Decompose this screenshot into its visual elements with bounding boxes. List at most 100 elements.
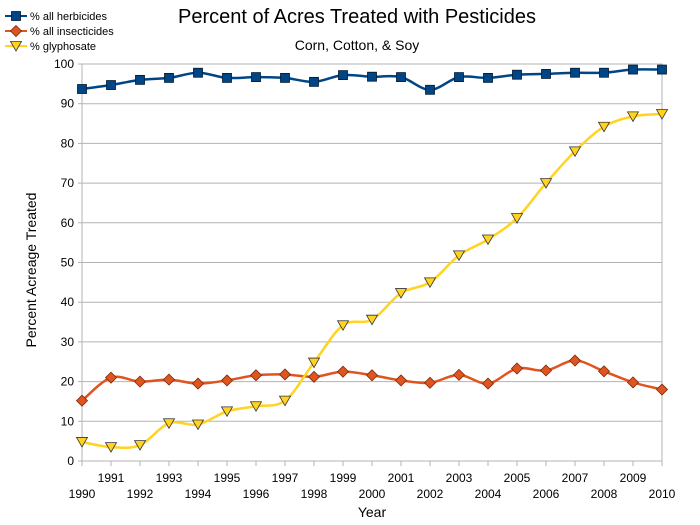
data-point-glyphosate xyxy=(307,357,321,369)
data-point-glyphosate xyxy=(423,277,437,289)
data-point-glyphosate xyxy=(510,213,524,224)
series-line-glyphosate xyxy=(81,112,663,450)
y-axis: 0 10 20 30 40 50 60 70 80 90 100 xyxy=(54,57,82,468)
data-point-all-insecticides xyxy=(597,365,611,378)
legend-marker xyxy=(9,24,23,38)
data-point-all-insecticides xyxy=(307,370,321,383)
x-tick-label: 1990 xyxy=(69,487,96,501)
x-tick-label: 1993 xyxy=(156,471,183,485)
legend-marker xyxy=(9,41,23,52)
x-tick-label: 1991 xyxy=(98,471,125,485)
data-point-all-insecticides xyxy=(481,377,495,390)
data-point-all-herbicides xyxy=(135,74,145,85)
data-point-all-insecticides xyxy=(394,374,408,387)
data-point-glyphosate xyxy=(104,442,118,453)
data-point-glyphosate xyxy=(365,314,379,326)
grid-lines xyxy=(82,63,662,462)
y-tick-label: 40 xyxy=(61,295,75,309)
data-point-all-insecticides xyxy=(249,369,263,382)
y-axis-label: Percent Acreage Treated xyxy=(23,193,39,348)
data-point-all-insecticides xyxy=(365,369,379,382)
legend: % all herbicides % all insecticides % glyp… xyxy=(5,11,114,53)
series-markers xyxy=(75,64,669,453)
x-tick-label: 1997 xyxy=(272,471,299,485)
x-tick-label: 2003 xyxy=(446,471,473,485)
data-point-all-insecticides xyxy=(655,383,669,396)
x-tick-label: 1996 xyxy=(243,487,270,501)
y-tick-label: 10 xyxy=(61,414,75,428)
data-point-all-insecticides xyxy=(278,368,292,381)
y-tick-label: 50 xyxy=(61,256,75,270)
data-point-all-herbicides xyxy=(570,67,580,78)
data-point-all-insecticides xyxy=(336,365,350,378)
data-point-all-herbicides xyxy=(251,72,261,83)
data-point-all-herbicides xyxy=(193,67,203,78)
x-tick-label: 2002 xyxy=(417,487,444,501)
data-point-glyphosate xyxy=(539,178,553,189)
data-point-all-herbicides xyxy=(77,84,87,94)
data-point-glyphosate xyxy=(133,440,147,451)
legend-label: % all insecticides xyxy=(30,26,114,38)
data-point-all-herbicides xyxy=(338,70,348,81)
data-point-glyphosate xyxy=(336,320,350,332)
y-tick-label: 70 xyxy=(61,176,75,190)
data-point-all-herbicides xyxy=(628,64,638,75)
x-tick-label: 1998 xyxy=(301,487,328,501)
data-point-all-herbicides xyxy=(106,80,116,90)
data-point-all-herbicides xyxy=(425,84,435,95)
y-tick-label: 0 xyxy=(67,454,74,468)
data-point-all-insecticides xyxy=(191,377,205,390)
x-tick-label: 2010 xyxy=(649,487,676,501)
x-tick-label: 2004 xyxy=(475,487,502,501)
x-tick-label: 2007 xyxy=(562,471,589,485)
data-point-all-insecticides xyxy=(133,375,147,388)
data-point-all-insecticides xyxy=(539,364,553,377)
legend-marker xyxy=(11,11,21,21)
data-point-glyphosate xyxy=(249,401,263,413)
data-point-all-herbicides xyxy=(164,72,174,83)
data-point-all-herbicides xyxy=(512,69,522,80)
x-tick-label: 1999 xyxy=(330,471,357,485)
y-tick-label: 20 xyxy=(61,375,75,389)
data-point-all-herbicides xyxy=(599,67,609,78)
x-tick-label: 2006 xyxy=(533,487,560,501)
x-axis: 1990199119921993199419951996199719981999… xyxy=(69,461,676,501)
data-point-all-herbicides xyxy=(541,69,551,79)
data-point-glyphosate xyxy=(162,418,176,430)
data-point-glyphosate xyxy=(626,111,640,123)
data-point-all-insecticides xyxy=(510,362,524,375)
data-point-all-herbicides xyxy=(483,72,493,83)
x-tick-label: 2001 xyxy=(388,471,415,485)
chart-title: Percent of Acres Treated with Pesticides xyxy=(178,6,536,28)
data-point-glyphosate xyxy=(452,250,466,262)
series-lines xyxy=(81,68,663,450)
data-point-all-insecticides xyxy=(220,374,234,387)
data-point-all-insecticides xyxy=(75,394,89,407)
x-axis-label: Year xyxy=(358,504,387,520)
y-tick-label: 60 xyxy=(61,216,75,230)
data-point-all-insecticides xyxy=(104,371,118,384)
data-point-all-herbicides xyxy=(309,76,319,87)
data-point-all-insecticides xyxy=(162,373,176,386)
x-tick-label: 1995 xyxy=(214,471,241,485)
x-tick-label: 2005 xyxy=(504,471,531,485)
data-point-glyphosate xyxy=(75,437,89,448)
data-point-all-herbicides xyxy=(222,72,232,83)
data-point-glyphosate xyxy=(597,121,611,133)
data-point-glyphosate xyxy=(278,395,292,407)
data-point-all-insecticides xyxy=(452,368,466,381)
data-point-all-herbicides xyxy=(454,72,464,83)
y-tick-label: 80 xyxy=(61,136,75,150)
data-point-glyphosate xyxy=(220,406,234,418)
data-point-all-herbicides xyxy=(396,72,406,83)
data-point-all-insecticides xyxy=(568,354,582,367)
x-tick-label: 2008 xyxy=(591,487,618,501)
data-point-glyphosate xyxy=(655,109,669,120)
y-tick-label: 30 xyxy=(61,335,75,349)
x-tick-label: 1992 xyxy=(127,487,154,501)
x-tick-label: 2009 xyxy=(620,471,647,485)
data-point-all-herbicides xyxy=(367,71,377,82)
data-point-glyphosate xyxy=(394,288,408,299)
data-point-all-herbicides xyxy=(657,64,667,75)
